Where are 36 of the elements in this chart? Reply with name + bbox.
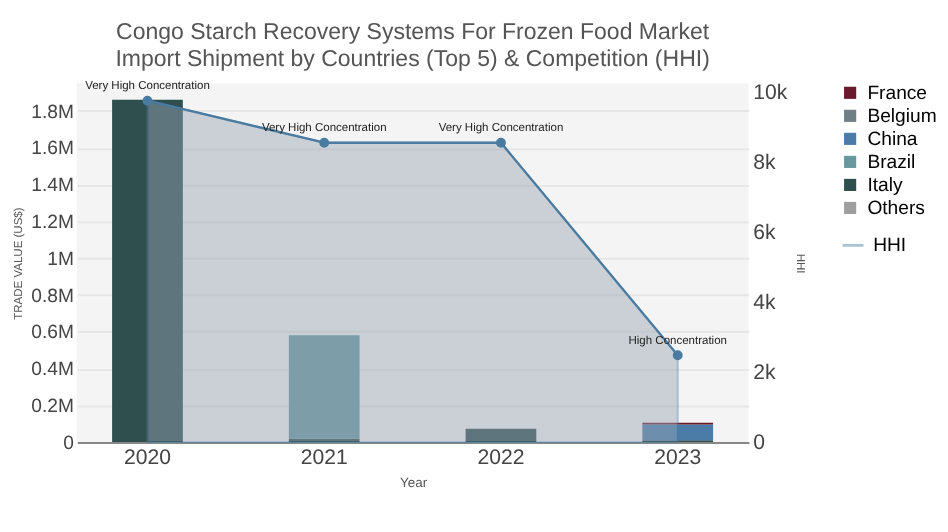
y-tick-label: 0.8M xyxy=(31,285,74,308)
point xyxy=(672,350,683,361)
y-tick-label: 1.8M xyxy=(31,101,74,124)
legend-label: Brazil xyxy=(867,151,916,174)
x-tick-label: 2020 xyxy=(123,446,172,471)
y2-tick-label: 0 xyxy=(753,430,766,455)
y2-tick-label: 8k xyxy=(753,150,777,175)
y2-tick-label: 6k xyxy=(753,220,777,245)
x-tick-label: 2022 xyxy=(477,446,525,471)
x-tick-label: 2023 xyxy=(654,446,702,471)
y-tick-label: 1.6M xyxy=(31,138,74,161)
y-tick-label: 0 xyxy=(63,432,74,455)
legend-label: HHI xyxy=(873,235,907,258)
y2-tick-label: 2k xyxy=(753,360,777,385)
bar xyxy=(112,99,183,443)
bar xyxy=(288,335,360,439)
y-tick-label: 1.2M xyxy=(31,211,74,234)
legend-label: Italy xyxy=(867,174,903,197)
legend-label: China xyxy=(867,128,919,151)
point xyxy=(142,95,153,106)
legend-label: France xyxy=(867,82,928,105)
y-tick-label: 0.2M xyxy=(31,395,74,418)
y-tick-label: 0.4M xyxy=(31,359,74,382)
bar xyxy=(642,424,714,441)
point xyxy=(496,137,506,148)
legend-label: Others xyxy=(867,197,926,220)
legend-label: Belgium xyxy=(867,105,937,128)
bar xyxy=(465,428,537,443)
chart-title: Congo Starch Recovery Systems For Frozen Food Market Import Shipment by Countries (Top 5) & Competition (HHI) xyxy=(115,21,711,73)
y2-tick-label: 10k xyxy=(753,80,789,105)
y-tick-label: 0.6M xyxy=(31,322,74,345)
y-tick-label: 1M xyxy=(47,248,74,271)
x-tick-label: 2021 xyxy=(300,446,348,471)
y2-tick-label: 4k xyxy=(753,290,777,315)
y-tick-label: 1.4M xyxy=(31,175,74,198)
point xyxy=(319,137,330,148)
